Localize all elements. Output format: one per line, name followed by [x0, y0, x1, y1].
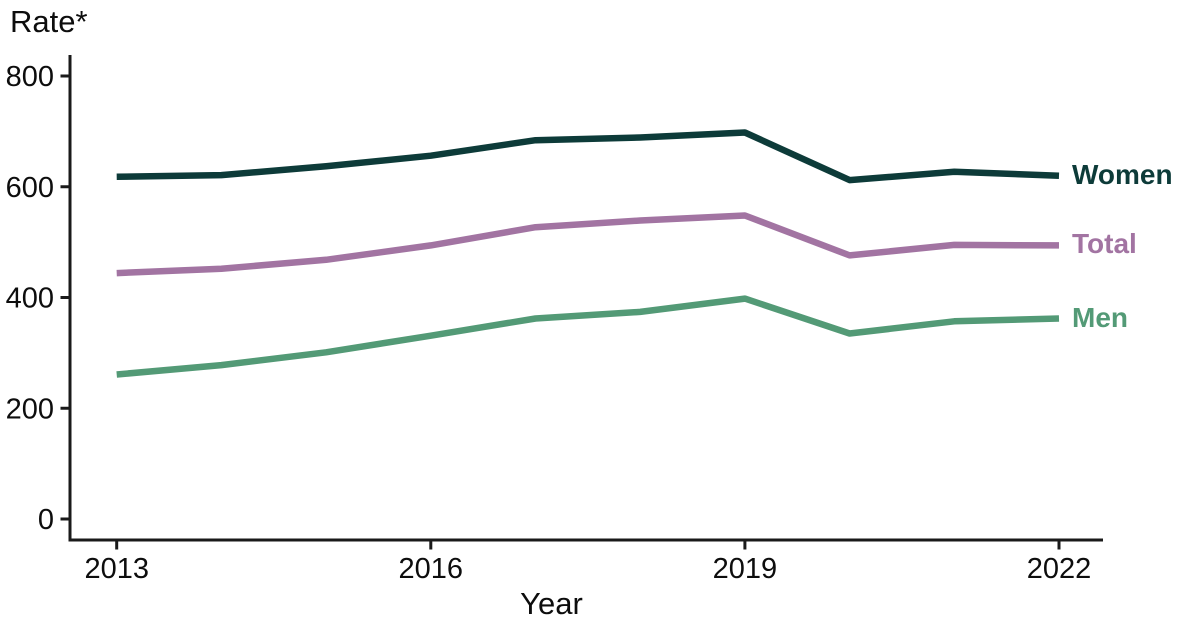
y-tick-label: 600 — [6, 172, 54, 204]
line-men — [116, 295, 1060, 378]
x-axis-title: Year — [520, 586, 583, 621]
y-tick-label: 800 — [6, 61, 54, 93]
line-women — [116, 129, 1060, 184]
y-tick-label: 400 — [6, 283, 54, 315]
series-label-total: Total — [1072, 228, 1137, 260]
y-tick-label: 0 — [38, 504, 54, 536]
line-total — [116, 212, 1060, 277]
x-tick-label: 2016 — [399, 553, 464, 585]
series-label-men: Men — [1072, 301, 1128, 333]
y-tick-label: 200 — [6, 393, 54, 425]
y-axis-title: Rate* — [10, 4, 88, 39]
series-label-women: Women — [1072, 158, 1173, 190]
x-tick-label: 2013 — [84, 553, 149, 585]
x-tick-label: 2022 — [1027, 553, 1092, 585]
x-tick-label: 2019 — [713, 553, 778, 585]
